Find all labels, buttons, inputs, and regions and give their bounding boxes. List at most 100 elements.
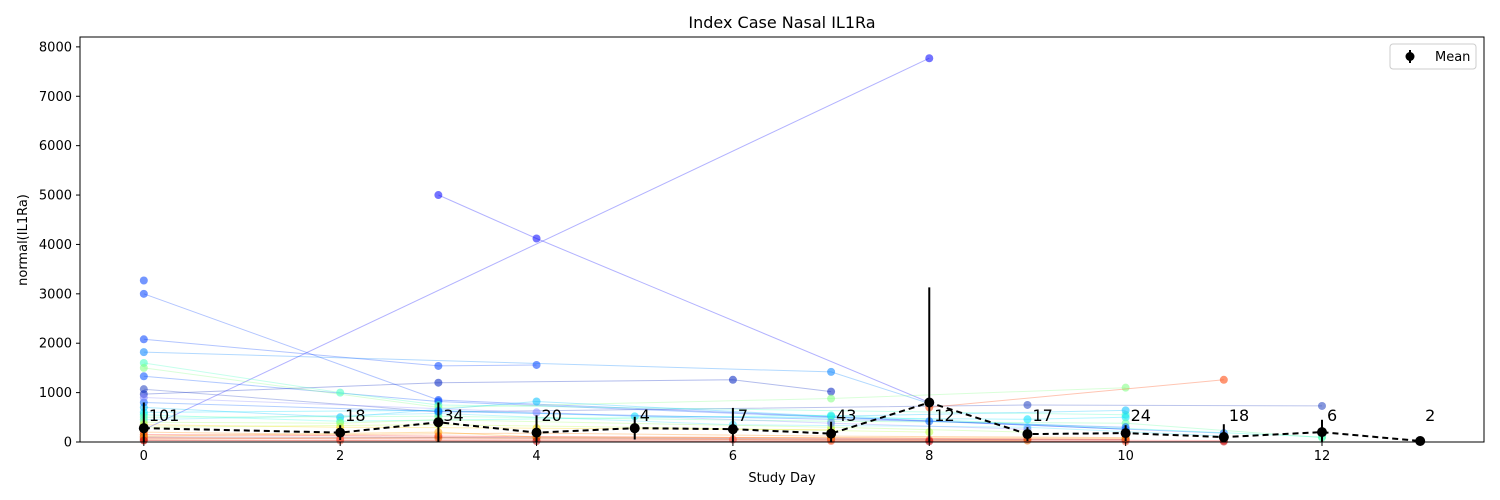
x-axis: 0 2 4 6 8 10 12 <box>140 442 1331 464</box>
y-tick-label: 2000 <box>39 337 72 352</box>
x-tick-label: 10 <box>1117 449 1134 464</box>
sample-count-label: 101 <box>149 406 180 425</box>
y-axis-label: normal(IL1Ra) <box>16 194 31 286</box>
subject-point <box>1023 415 1032 424</box>
sample-count-label: 18 <box>345 406 365 425</box>
subject-point <box>827 387 836 396</box>
subject-point <box>827 367 836 376</box>
x-tick-label: 2 <box>336 449 344 464</box>
subject-point <box>1121 383 1130 392</box>
sample-count-label: 17 <box>1032 406 1052 425</box>
plot-frame <box>79 36 1485 443</box>
subject-point <box>434 191 443 200</box>
mean-point <box>1317 427 1327 438</box>
subject-point <box>139 335 148 344</box>
sample-count-label: 4 <box>640 406 650 425</box>
subject-point <box>925 54 934 63</box>
subject-point <box>1121 406 1130 415</box>
x-tick-label: 12 <box>1314 449 1331 464</box>
legend-mean-marker <box>1405 52 1415 61</box>
subject-point <box>532 234 541 243</box>
subject-line <box>143 379 832 395</box>
legend: Mean <box>1389 43 1477 70</box>
y-tick-label: 5000 <box>39 189 72 204</box>
sample-count-label: 2 <box>1425 406 1435 425</box>
y-tick-label: 8000 <box>39 40 72 55</box>
y-tick-label: 6000 <box>39 139 72 154</box>
subject-line <box>143 351 930 404</box>
sample-count-label: 24 <box>1131 406 1151 425</box>
subject-series <box>139 335 541 370</box>
subject-point <box>827 394 836 403</box>
mean-point <box>433 417 444 428</box>
subject-series <box>139 276 148 285</box>
subject-point <box>1219 375 1228 384</box>
subject-point <box>434 378 443 387</box>
plot-area: 101 18 34 20 4 7 43 12 17 24 18 6 2 <box>138 54 1435 447</box>
legend-box <box>1389 43 1477 70</box>
mean-series: 101 18 34 20 4 7 43 12 17 24 18 6 2 <box>138 287 1435 447</box>
y-tick-label: 3000 <box>39 287 72 302</box>
legend-mean-label: Mean <box>1435 50 1470 65</box>
mean-point <box>727 424 738 435</box>
x-tick-label: 6 <box>729 449 737 464</box>
x-axis-label: Study Day <box>748 471 816 486</box>
subject-series <box>139 375 836 399</box>
subject-point <box>336 419 345 428</box>
mean-point <box>335 427 346 438</box>
subject-point <box>139 372 148 381</box>
x-tick-label: 8 <box>925 449 933 464</box>
sample-count-label: 34 <box>443 406 463 425</box>
mean-point <box>1218 432 1229 443</box>
sample-count-label: 12 <box>934 406 954 425</box>
subject-line <box>929 379 1224 408</box>
subject-point <box>336 436 345 445</box>
chart-title: Index Case Nasal IL1Ra <box>688 13 875 32</box>
sample-count-label: 18 <box>1229 406 1249 425</box>
x-tick-label: 0 <box>140 449 148 464</box>
subject-point <box>139 393 148 402</box>
subject-point <box>139 289 148 298</box>
subject-point <box>532 397 541 406</box>
mean-point <box>629 423 640 434</box>
subject-line <box>143 439 1126 442</box>
y-tick-label: 4000 <box>39 238 72 253</box>
x-tick-label: 4 <box>532 449 540 464</box>
subject-line <box>143 414 1323 438</box>
subject-line <box>143 367 1126 408</box>
subject-point <box>827 411 836 420</box>
subject-line <box>143 362 1126 416</box>
subject-point <box>532 408 541 417</box>
subject-point <box>728 375 737 384</box>
subject-point <box>532 360 541 369</box>
subject-line <box>143 57 930 431</box>
subject-series <box>434 191 934 407</box>
subject-point <box>434 361 443 370</box>
sample-count-label: 43 <box>836 406 856 425</box>
mean-point <box>138 423 149 434</box>
sample-count-label: 6 <box>1327 406 1337 425</box>
subject-point <box>336 388 345 397</box>
mean-point <box>924 397 935 408</box>
subject-series <box>139 54 934 434</box>
subject-line <box>143 293 1126 430</box>
mean-point <box>531 427 542 438</box>
subject-point <box>139 348 148 357</box>
subject-point <box>1318 401 1326 410</box>
mean-point <box>1022 429 1033 440</box>
subject-series <box>139 363 1130 412</box>
subject-point <box>139 276 148 285</box>
y-tick-label: 1000 <box>39 386 72 401</box>
y-axis: 0 1000 2000 3000 4000 5000 6000 7000 8000 <box>39 40 80 451</box>
subject-point <box>1023 400 1032 409</box>
sample-count-label: 20 <box>542 406 562 425</box>
mean-point <box>826 428 837 439</box>
sample-count-label: 7 <box>738 406 748 425</box>
y-tick-label: 7000 <box>39 90 72 105</box>
mean-point <box>1120 428 1131 439</box>
subject-point <box>1121 413 1130 422</box>
subject-line <box>143 402 1126 428</box>
mean-point <box>1415 436 1426 447</box>
subject-line <box>438 194 930 403</box>
